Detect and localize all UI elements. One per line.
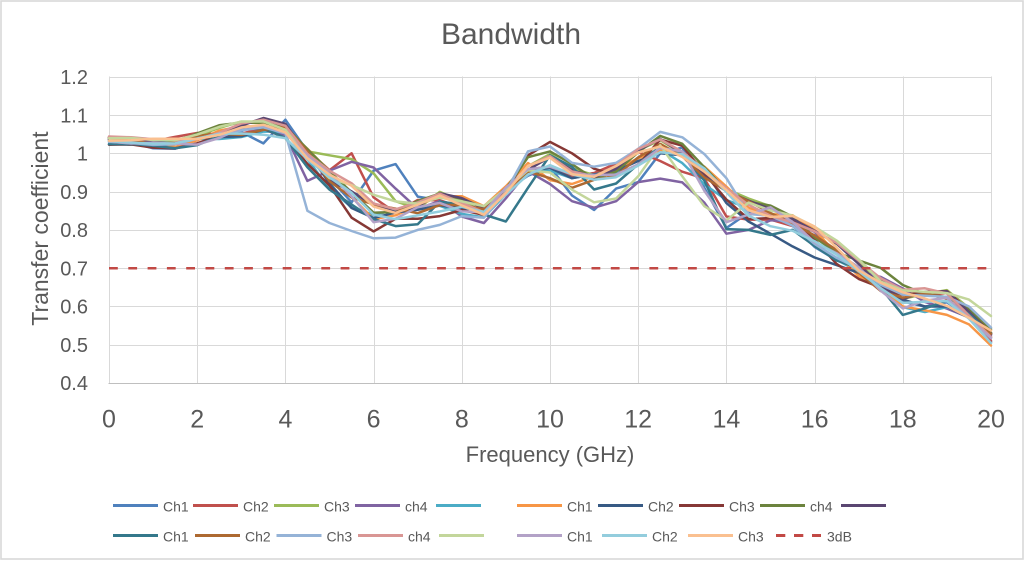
svg-text:Ch2: Ch2: [648, 498, 674, 514]
svg-text:10: 10: [536, 406, 564, 434]
svg-text:Ch1: Ch1: [163, 528, 189, 544]
svg-text:Ch2: Ch2: [243, 498, 269, 514]
svg-text:20: 20: [977, 406, 1005, 434]
svg-text:ch4: ch4: [408, 528, 431, 544]
svg-text:1.2: 1.2: [60, 67, 88, 89]
svg-text:Ch3: Ch3: [738, 528, 764, 544]
svg-text:18: 18: [889, 406, 917, 434]
svg-text:1.1: 1.1: [60, 105, 88, 127]
svg-text:Frequency (GHz): Frequency (GHz): [466, 442, 635, 467]
svg-text:Ch2: Ch2: [245, 528, 271, 544]
svg-text:Ch3: Ch3: [729, 498, 755, 514]
svg-text:Ch1: Ch1: [163, 498, 189, 514]
svg-text:Bandwidth: Bandwidth: [441, 18, 581, 51]
svg-text:Transfer coefficient: Transfer coefficient: [27, 131, 53, 326]
svg-text:8: 8: [455, 406, 469, 434]
svg-text:ch4: ch4: [810, 498, 833, 514]
svg-text:6: 6: [367, 406, 381, 434]
svg-text:Ch1: Ch1: [567, 528, 593, 544]
svg-text:0.9: 0.9: [60, 182, 88, 204]
svg-text:2: 2: [190, 406, 204, 434]
svg-text:16: 16: [801, 406, 829, 434]
svg-text:Ch3: Ch3: [327, 528, 353, 544]
svg-text:0: 0: [102, 406, 116, 434]
svg-text:ch4: ch4: [405, 498, 428, 514]
svg-text:4: 4: [278, 406, 292, 434]
svg-text:0.8: 0.8: [60, 220, 88, 242]
svg-text:0.4: 0.4: [60, 373, 88, 395]
svg-text:Ch3: Ch3: [324, 498, 350, 514]
svg-text:12: 12: [624, 406, 652, 434]
svg-text:1: 1: [77, 144, 88, 166]
svg-text:3dB: 3dB: [827, 528, 852, 544]
svg-text:0.7: 0.7: [60, 258, 88, 280]
svg-text:0.6: 0.6: [60, 297, 88, 319]
svg-text:Ch1: Ch1: [567, 498, 593, 514]
svg-text:Ch2: Ch2: [652, 528, 678, 544]
svg-text:0.5: 0.5: [60, 335, 88, 357]
svg-text:14: 14: [712, 406, 740, 434]
